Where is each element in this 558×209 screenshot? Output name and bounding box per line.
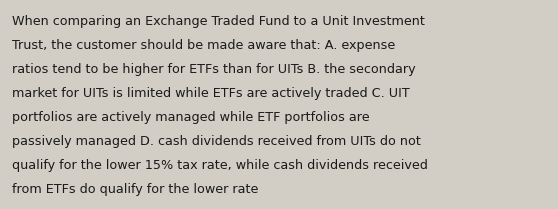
Text: portfolios are actively managed while ETF portfolios are: portfolios are actively managed while ET… [12, 111, 370, 124]
Text: from ETFs do qualify for the lower rate: from ETFs do qualify for the lower rate [12, 183, 259, 196]
Text: When comparing an Exchange Traded Fund to a Unit Investment: When comparing an Exchange Traded Fund t… [12, 15, 425, 28]
Text: Trust, the customer should be made aware that: A. expense: Trust, the customer should be made aware… [12, 39, 396, 52]
Text: ratios tend to be higher for ETFs than for UITs B. the secondary: ratios tend to be higher for ETFs than f… [12, 63, 416, 76]
Text: qualify for the lower 15% tax rate, while cash dividends received: qualify for the lower 15% tax rate, whil… [12, 159, 428, 172]
Text: passively managed D. cash dividends received from UITs do not: passively managed D. cash dividends rece… [12, 135, 421, 148]
Text: market for UITs is limited while ETFs are actively traded C. UIT: market for UITs is limited while ETFs ar… [12, 87, 410, 100]
